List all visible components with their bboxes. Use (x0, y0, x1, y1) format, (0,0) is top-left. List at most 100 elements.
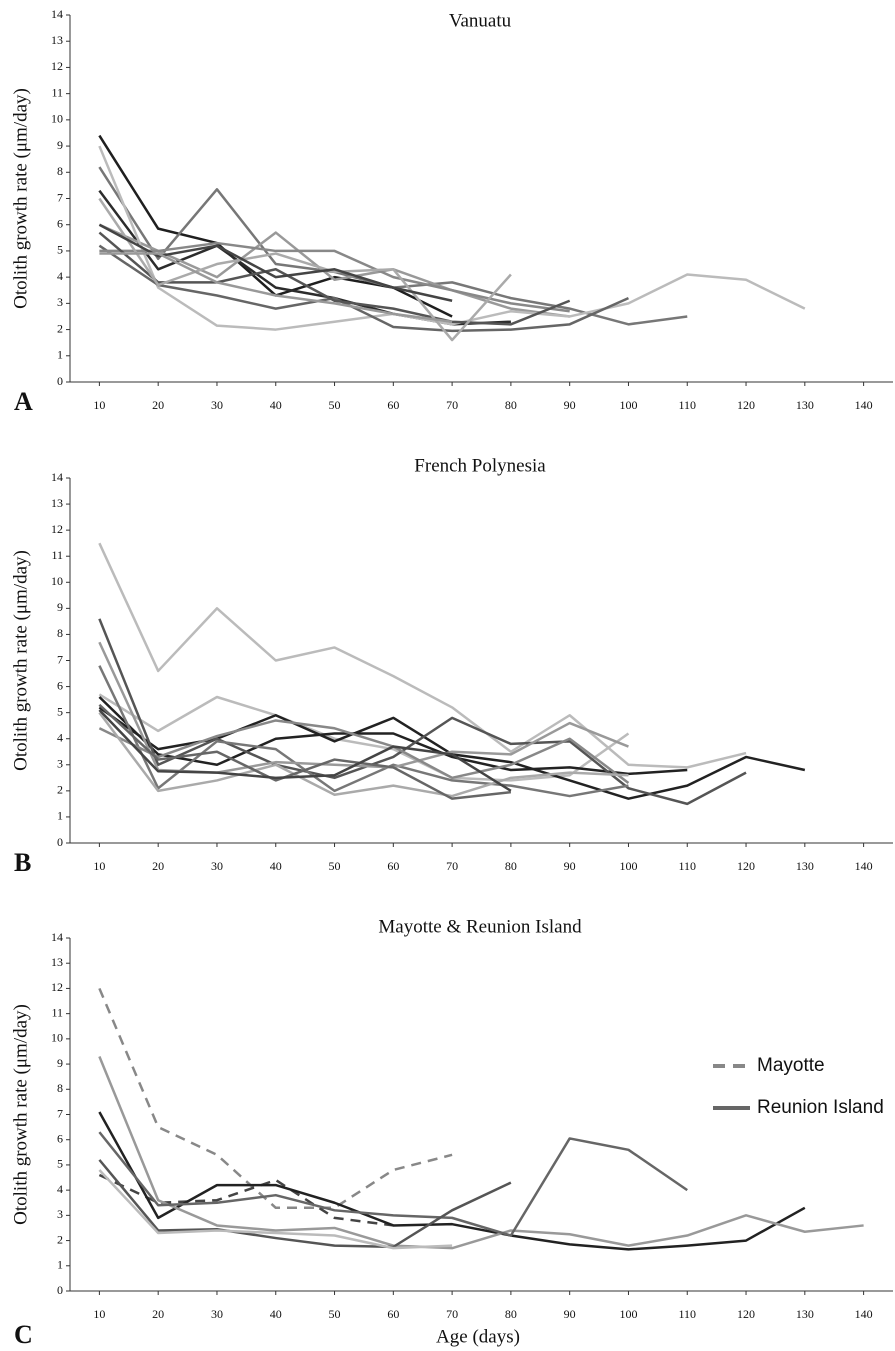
y-tick-label: 12 (51, 980, 63, 994)
x-tick-label: 90 (564, 859, 576, 873)
y-tick-label: 9 (57, 138, 63, 152)
x-tick-label: 120 (737, 859, 755, 873)
y-tick-label: 2 (57, 321, 63, 335)
y-axis-label: Otolith growth rate (μm/day) (10, 1004, 31, 1225)
y-tick-label: 2 (57, 783, 63, 797)
y-tick-label: 14 (51, 470, 63, 484)
y-tick-label: 6 (57, 1131, 63, 1145)
x-tick-label: 40 (270, 859, 282, 873)
y-tick-label: 7 (57, 652, 63, 666)
y-axis-label: Otolith growth rate (μm/day) (10, 88, 31, 309)
x-tick-label: 110 (678, 1307, 696, 1321)
x-tick-label: 80 (505, 398, 517, 412)
series-line (98, 1169, 453, 1250)
panel-label: C (14, 1320, 33, 1349)
series-line (99, 241, 570, 313)
x-tick-label: 140 (855, 1307, 873, 1321)
y-tick-label: 0 (57, 835, 63, 849)
x-tick-label: 20 (152, 859, 164, 873)
x-tick-label: 70 (446, 398, 458, 412)
x-tick-label: 50 (329, 1307, 341, 1321)
y-tick-label: 0 (57, 374, 63, 388)
panel-label: A (14, 387, 33, 416)
y-tick-label: 4 (57, 730, 63, 744)
y-tick-label: 6 (57, 678, 63, 692)
y-tick-label: 6 (57, 216, 63, 230)
series-line (98, 1131, 688, 1237)
x-tick-label: 80 (505, 859, 517, 873)
series-line (98, 1056, 864, 1250)
x-tick-label: 10 (93, 398, 105, 412)
y-tick-label: 1 (57, 809, 63, 823)
series-line (98, 1111, 806, 1251)
y-tick-label: 5 (57, 243, 63, 257)
series-line (98, 618, 747, 806)
y-tick-label: 14 (51, 7, 63, 21)
x-tick-label: 140 (855, 859, 873, 873)
series-line (98, 703, 512, 800)
y-tick-label: 12 (51, 59, 63, 73)
y-tick-label: 13 (51, 496, 63, 510)
chart-title: Mayotte & Reunion Island (378, 916, 582, 937)
x-tick-label: 60 (387, 398, 399, 412)
series-line (98, 696, 688, 776)
y-tick-label: 8 (57, 1081, 63, 1095)
y-tick-label: 11 (51, 85, 63, 99)
series-line (98, 223, 453, 302)
y-tick-label: 9 (57, 1056, 63, 1070)
series-line (98, 711, 629, 798)
y-tick-label: 12 (51, 522, 63, 536)
y-tick-label: 7 (57, 1106, 63, 1120)
x-tick-label: 30 (211, 859, 223, 873)
x-tick-label: 130 (796, 1307, 814, 1321)
y-tick-label: 2 (57, 1232, 63, 1246)
x-tick-label: 100 (619, 398, 637, 412)
y-tick-label: 1 (57, 1258, 63, 1272)
series-line (98, 1159, 512, 1249)
y-tick-label: 5 (57, 1157, 63, 1171)
legend-label: Reunion Island (757, 1097, 884, 1118)
panel-label: B (14, 848, 31, 877)
y-tick-label: 11 (51, 548, 63, 562)
legend-label: Mayotte (757, 1055, 825, 1076)
x-axis-label: Age (days) (436, 1326, 520, 1347)
x-tick-label: 10 (93, 1307, 105, 1321)
chart-title: French Polynesia (414, 455, 546, 476)
x-tick-label: 40 (270, 398, 282, 412)
x-tick-label: 110 (678, 398, 696, 412)
series-line (98, 166, 688, 326)
y-tick-label: 10 (51, 112, 63, 126)
y-tick-label: 3 (57, 295, 63, 309)
y-tick-label: 10 (51, 1031, 63, 1045)
x-tick-label: 130 (796, 398, 814, 412)
series-line (98, 197, 512, 342)
y-tick-label: 13 (51, 955, 63, 969)
y-tick-label: 4 (57, 1182, 63, 1196)
y-tick-label: 13 (51, 33, 63, 47)
y-tick-label: 8 (57, 626, 63, 640)
x-tick-label: 90 (564, 1307, 576, 1321)
x-tick-label: 140 (855, 398, 873, 412)
y-tick-label: 14 (51, 930, 63, 944)
x-tick-label: 30 (211, 398, 223, 412)
y-axis-label: Otolith growth rate (μm/day) (10, 550, 31, 771)
y-tick-label: 3 (57, 1207, 63, 1221)
x-tick-label: 60 (387, 859, 399, 873)
y-tick-label: 11 (51, 1005, 63, 1019)
series-line (98, 231, 571, 326)
x-tick-label: 110 (678, 859, 696, 873)
series-line (98, 719, 630, 785)
y-tick-label: 1 (57, 348, 63, 362)
series-line (98, 223, 570, 318)
y-tick-label: 9 (57, 600, 63, 614)
series-line (98, 709, 512, 792)
series-line (98, 145, 806, 331)
y-tick-label: 7 (57, 190, 63, 204)
x-tick-label: 120 (737, 398, 755, 412)
y-tick-label: 8 (57, 164, 63, 178)
series-line (98, 693, 630, 782)
chart-title: Vanuatu (449, 10, 512, 31)
x-tick-label: 100 (619, 859, 637, 873)
x-tick-label: 20 (152, 398, 164, 412)
